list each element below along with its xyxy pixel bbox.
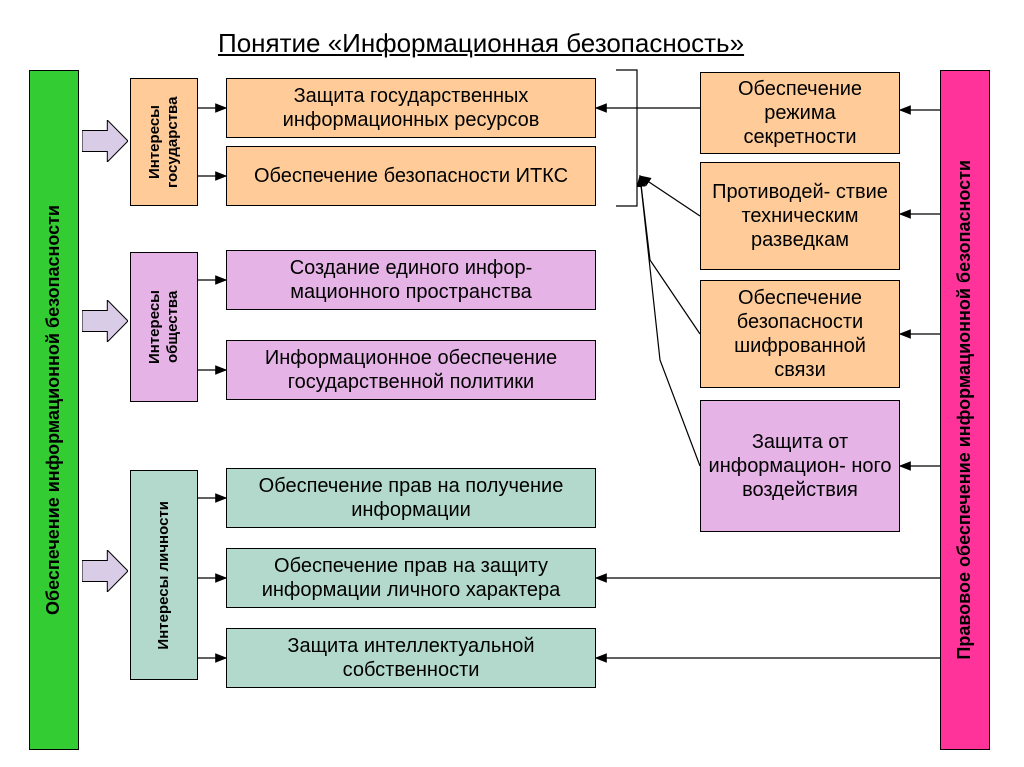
- big-arrow-2: [82, 550, 128, 592]
- right-bar: Правовое обеспечение информационной безо…: [940, 70, 990, 750]
- big-arrow-1: [82, 300, 128, 342]
- center-box-c7: Защита интеллектуальной собственности: [226, 628, 596, 688]
- diagram-title: Понятие «Информационная безопасность»: [218, 28, 744, 59]
- center-box-c3: Создание единого инфор- мационного прост…: [226, 250, 596, 310]
- right-box-r4: Защита от информацион- ного воздействия: [700, 400, 900, 532]
- center-box-c6: Обеспечение прав на защиту информации ли…: [226, 548, 596, 608]
- right-box-r2: Противодей- ствие техническим разведкам: [700, 162, 900, 270]
- center-box-c5: Обеспечение прав на получение информации: [226, 468, 596, 528]
- center-box-c2: Обеспечение безопасности ИТКС: [226, 146, 596, 206]
- left-bar: Обеспечение информационной безопасности: [29, 70, 79, 750]
- center-box-c4: Информационное обеспечение государственн…: [226, 340, 596, 400]
- interest-box-person: Интересы личности: [130, 470, 198, 680]
- interest-box-society: Интересы общества: [130, 252, 198, 402]
- center-box-c1: Защита государственных информационных ре…: [226, 78, 596, 138]
- right-box-r1: Обеспечение режима секретности: [700, 72, 900, 154]
- big-arrow-0: [82, 120, 128, 162]
- right-box-r3: Обеспечение безопасности шифрованной свя…: [700, 280, 900, 388]
- interest-box-state: Интересы государства: [130, 78, 198, 206]
